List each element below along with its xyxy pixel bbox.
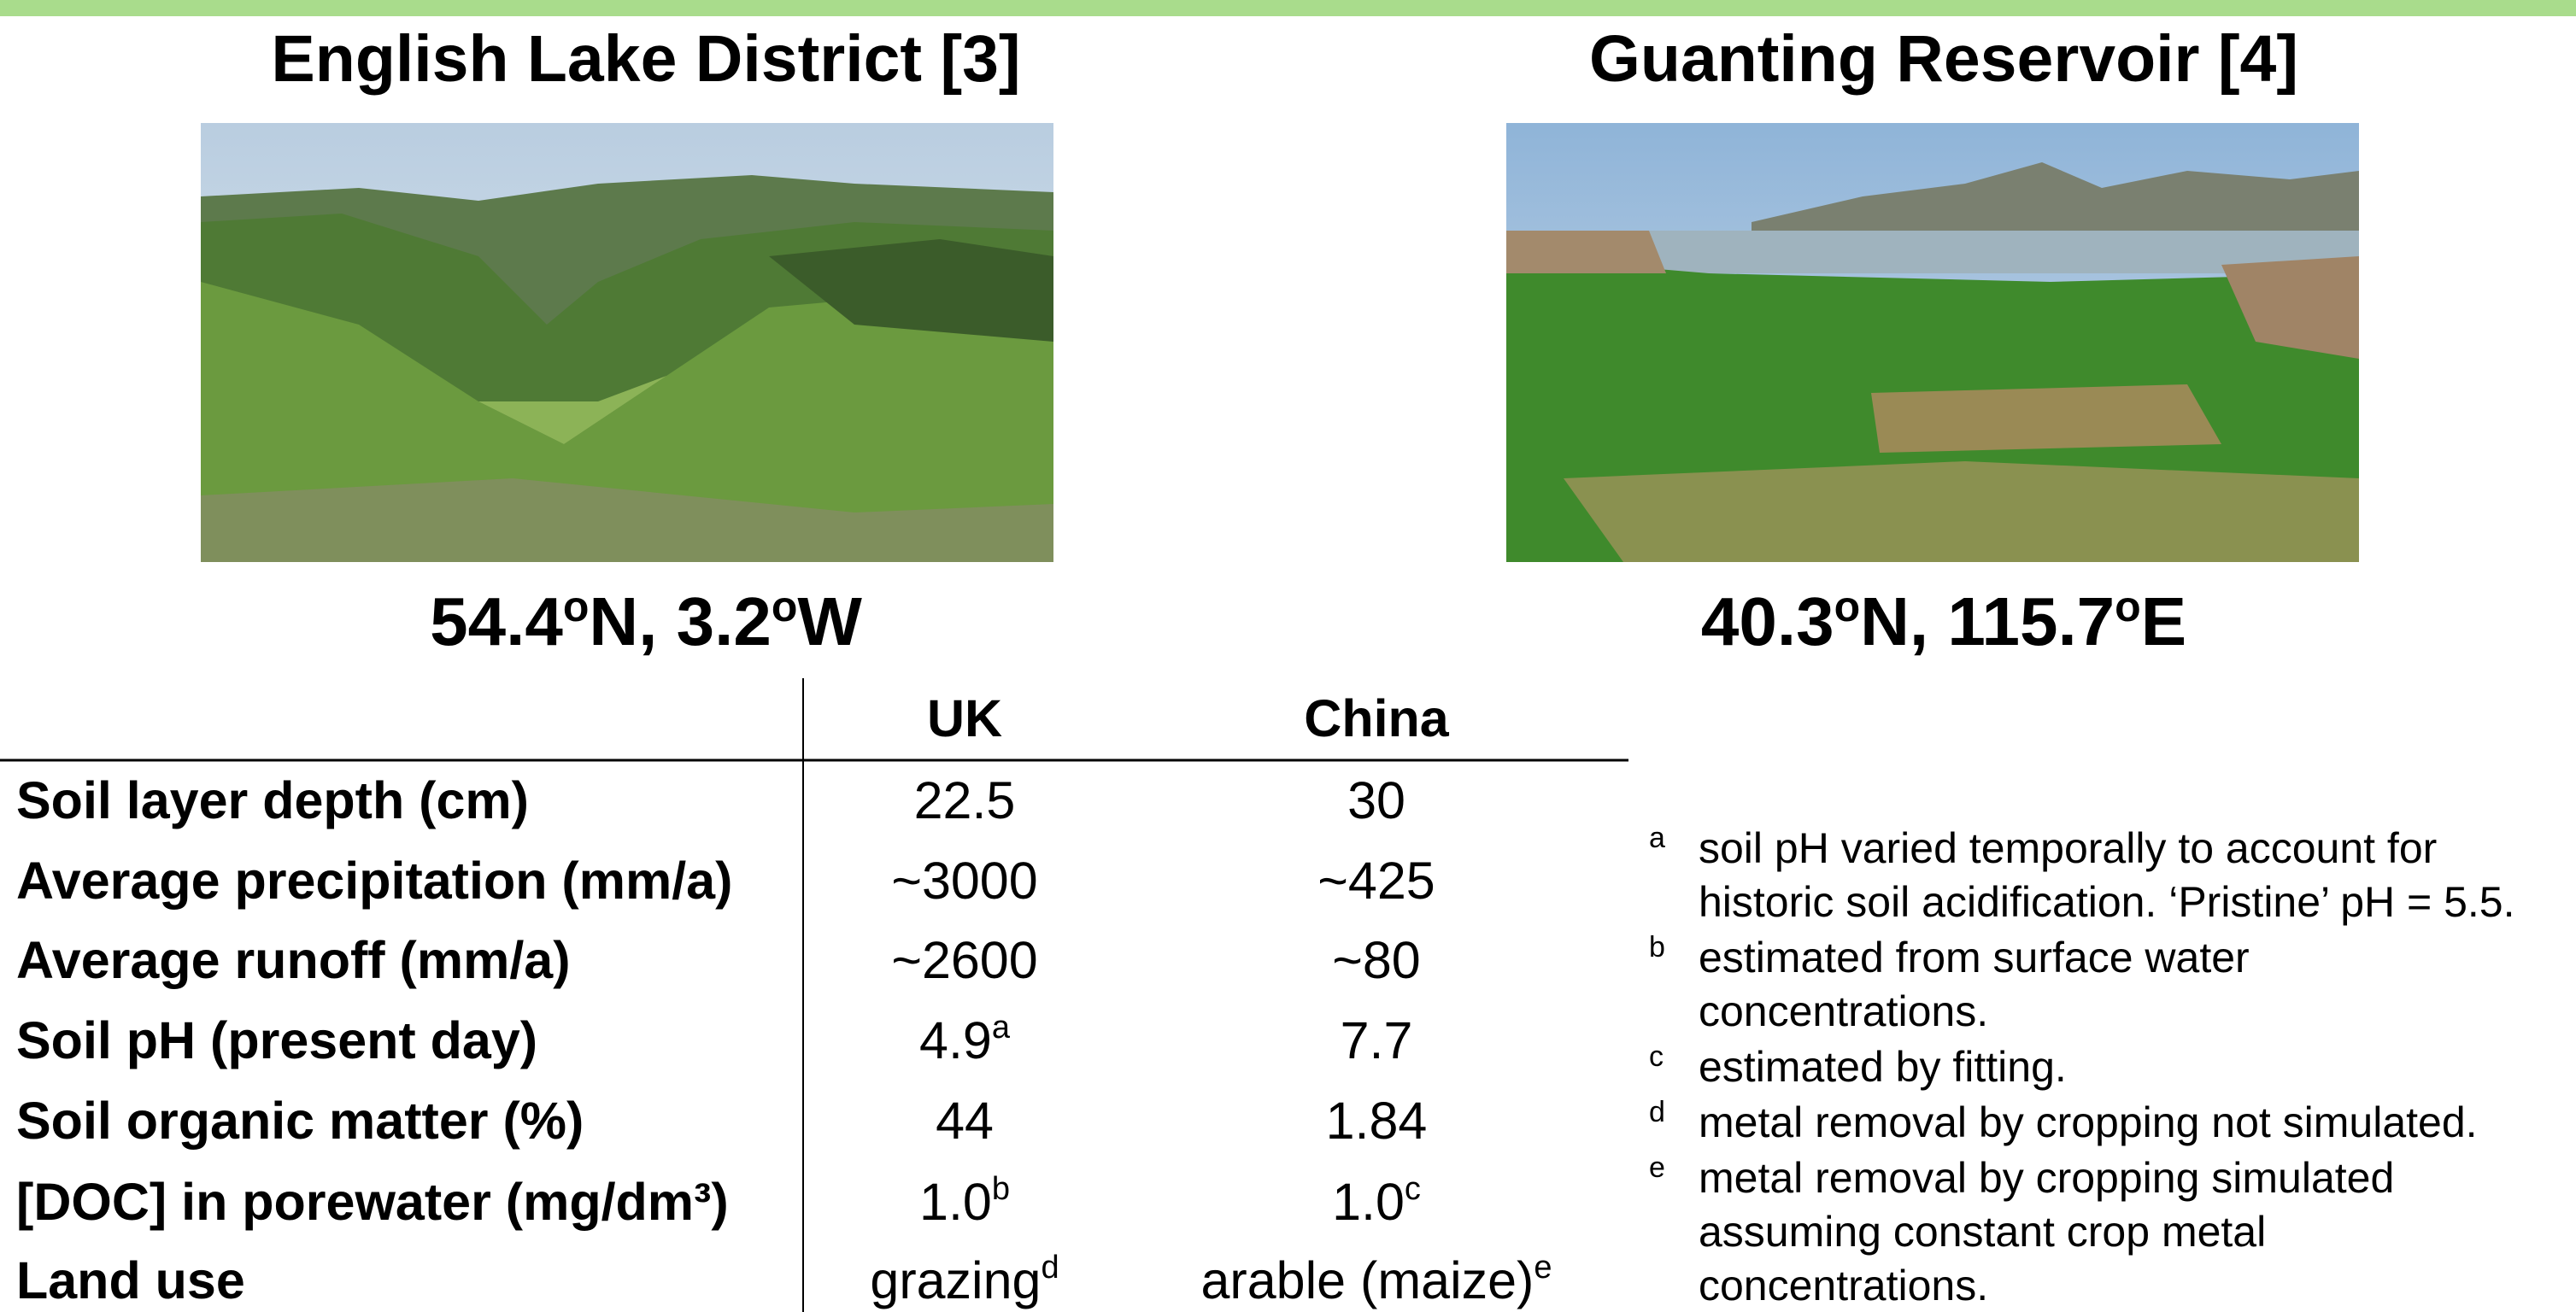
coord-sup: o bbox=[1834, 583, 1861, 630]
photo-guanting bbox=[1506, 123, 2359, 562]
column-header: China bbox=[1304, 689, 1450, 747]
cell-value: arable (maize) bbox=[1201, 1251, 1534, 1309]
cell-value: grazing bbox=[870, 1251, 1041, 1309]
footnote-line: historic soil acidification. ‘Pristine’ … bbox=[1699, 878, 2515, 926]
cell-value: 44 bbox=[936, 1092, 994, 1150]
photo-lake-district bbox=[201, 123, 1053, 562]
cell: 1.0b bbox=[919, 1171, 1010, 1231]
footnote-line: estimated by fitting. bbox=[1699, 1043, 2067, 1091]
cell-value: 30 bbox=[1347, 771, 1405, 829]
row-label: Land use bbox=[16, 1251, 245, 1309]
cell-note: b bbox=[992, 1171, 1010, 1207]
footnote-mark: d bbox=[1649, 1096, 1665, 1128]
footnote-line: soil pH varied temporally to account for bbox=[1699, 824, 2437, 872]
cell-note: c bbox=[1405, 1171, 1421, 1207]
row-label: Soil organic matter (%) bbox=[16, 1092, 584, 1150]
footnote-line: estimated from surface water bbox=[1699, 934, 2250, 981]
cell-value: 4.9 bbox=[919, 1011, 992, 1069]
coord-sup: o bbox=[2115, 583, 2141, 630]
cell: 1.84 bbox=[1326, 1092, 1428, 1150]
footnote-line: metal removal by cropping simulated bbox=[1699, 1154, 2394, 1202]
cell-value: 1.84 bbox=[1326, 1092, 1428, 1150]
cell-value: 22.5 bbox=[914, 771, 1016, 829]
footnote-mark: a bbox=[1649, 822, 1665, 854]
cell-note: a bbox=[992, 1010, 1011, 1046]
footnote-line: assuming constant crop metal bbox=[1699, 1208, 2266, 1256]
cell: 4.9a bbox=[919, 1010, 1011, 1069]
cell-note: d bbox=[1041, 1250, 1059, 1286]
footnote-mark: e bbox=[1649, 1151, 1665, 1184]
cell: ~80 bbox=[1332, 931, 1420, 989]
site-coords: 40.3oN, 115.7oE bbox=[1701, 583, 2186, 659]
cell: ~425 bbox=[1317, 852, 1435, 910]
cell: 22.5 bbox=[914, 771, 1016, 829]
cell: arable (maize)e bbox=[1201, 1250, 1552, 1309]
cell-value: ~80 bbox=[1332, 931, 1420, 989]
cell: 1.0c bbox=[1332, 1171, 1421, 1231]
cell-value: 1.0 bbox=[1332, 1173, 1405, 1231]
footnote-line: concentrations. bbox=[1699, 1262, 1988, 1309]
cell-value: ~3000 bbox=[891, 852, 1037, 910]
table: UK China Soil layer depth (cm) 22.5 30 Averag… bbox=[16, 689, 1552, 1309]
coord-text: E bbox=[2141, 583, 2186, 659]
coord-text: W bbox=[797, 583, 862, 659]
row-label: Soil pH (present day) bbox=[16, 1011, 537, 1069]
cell-value: 1.0 bbox=[919, 1173, 992, 1231]
cell-value: 7.7 bbox=[1341, 1011, 1413, 1069]
cell-value: ~2600 bbox=[891, 931, 1037, 989]
coord-sup: o bbox=[563, 583, 590, 630]
cell: 30 bbox=[1347, 771, 1405, 829]
row-label: Soil layer depth (cm) bbox=[16, 771, 529, 829]
footnote-mark: b bbox=[1649, 931, 1665, 964]
cell: 7.7 bbox=[1341, 1011, 1413, 1069]
row-label: Average precipitation (mm/a) bbox=[16, 852, 732, 910]
row-label: [DOC] in porewater (mg/dm³) bbox=[16, 1173, 729, 1231]
site-title: English Lake District [3] bbox=[271, 22, 1020, 96]
cell: 44 bbox=[936, 1092, 994, 1150]
coord-text: N, 115.7 bbox=[1860, 583, 2115, 659]
cell-note: e bbox=[1534, 1250, 1552, 1286]
footnotes: a soil pH varied temporally to account fo… bbox=[1649, 822, 2515, 1309]
cell: grazingd bbox=[870, 1250, 1059, 1309]
site-title: Guanting Reservoir [4] bbox=[1589, 22, 2298, 96]
footnote-mark: c bbox=[1649, 1040, 1664, 1073]
cell: ~3000 bbox=[891, 852, 1037, 910]
column-header: UK bbox=[927, 689, 1002, 747]
footnote-line: concentrations. bbox=[1699, 987, 1988, 1035]
cell: ~2600 bbox=[891, 931, 1037, 989]
coord-sup: o bbox=[772, 583, 798, 630]
coord-text: N, 3.2 bbox=[589, 583, 771, 659]
cell-value: ~425 bbox=[1317, 852, 1435, 910]
footnote-line: metal removal by cropping not simulated. bbox=[1699, 1098, 2478, 1146]
coord-text: 54.4 bbox=[430, 583, 563, 659]
row-label: Average runoff (mm/a) bbox=[16, 931, 571, 989]
site-coords: 54.4oN, 3.2oW bbox=[430, 583, 862, 659]
coord-text: 40.3 bbox=[1701, 583, 1834, 659]
top-bar bbox=[0, 0, 2576, 16]
